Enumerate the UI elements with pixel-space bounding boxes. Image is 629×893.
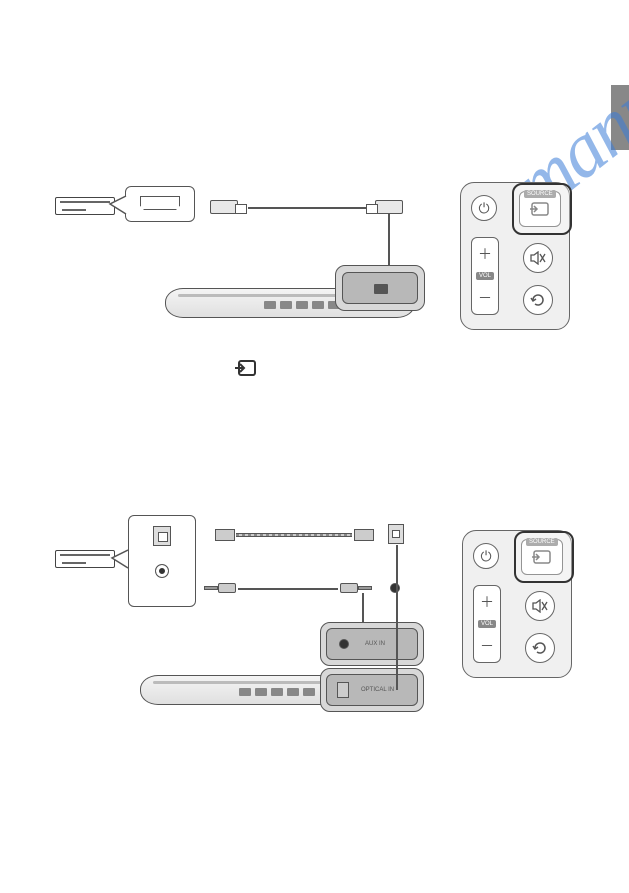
aux-out-jack-icon — [155, 564, 169, 578]
aux-in-label: AUX IN — [365, 641, 385, 647]
optical-cable — [236, 533, 352, 537]
hdmi-port-callout — [125, 186, 195, 222]
aux-cable-line — [238, 588, 338, 590]
hdmi-in-port-icon — [374, 284, 388, 294]
return-button[interactable] — [523, 285, 553, 315]
power-button-2[interactable]: ⏻ — [473, 543, 499, 569]
return-icon-2 — [531, 640, 549, 656]
aux-highlight-inner: AUX IN — [326, 628, 418, 660]
source-button-highlight-2 — [514, 531, 574, 583]
optical-plug-right-icon — [354, 529, 374, 541]
optical-highlight-box: OPTICAL IN — [320, 668, 424, 712]
hdmi-plug-right-icon — [375, 200, 403, 214]
hdmi-leader-line — [388, 214, 390, 266]
optical-highlight-inner: OPTICAL IN — [326, 674, 418, 706]
aux-tip-left — [204, 586, 218, 590]
source-glyph-icon — [235, 358, 257, 380]
aux-tip-right — [358, 586, 372, 590]
vol-down-icon: － — [478, 288, 492, 308]
volume-rocker[interactable]: ＋ VOL － — [471, 237, 499, 315]
mute-icon — [529, 251, 547, 265]
external-device-icon-2 — [55, 550, 115, 568]
vol-down-icon-2: － — [480, 636, 494, 656]
power-button[interactable]: ⏻ — [471, 195, 497, 221]
optical-in-port-icon — [388, 524, 404, 544]
aux-leader-line — [362, 593, 364, 623]
callout-tail — [108, 194, 130, 218]
vol-up-icon: ＋ — [478, 244, 492, 264]
external-device-icon — [55, 197, 115, 215]
optical-aux-callout — [128, 515, 196, 607]
return-icon — [529, 292, 547, 308]
soundbar-hdmi-highlight — [335, 265, 425, 311]
page-edge-tab — [611, 85, 629, 150]
optical-plug-left-icon — [215, 529, 235, 541]
volume-rocker-2[interactable]: ＋ VOL － — [473, 585, 501, 663]
optical-out-port-icon — [153, 526, 171, 546]
aux-plug-right-icon — [340, 583, 358, 593]
optical-leader-line — [396, 545, 398, 690]
mute-button-2[interactable] — [525, 591, 555, 621]
mute-icon-2 — [531, 599, 549, 613]
aux-plug-left-icon — [218, 583, 236, 593]
source-button-highlight — [512, 183, 572, 235]
callout-tail-2 — [110, 548, 132, 572]
hdmi-port-icon — [140, 196, 180, 210]
mute-button[interactable] — [523, 243, 553, 273]
aux-in-jack-icon — [390, 583, 400, 593]
hdmi-plug-left-icon — [210, 200, 238, 214]
aux-port-dot — [339, 639, 349, 649]
aux-highlight-box: AUX IN — [320, 622, 424, 666]
vol-up-icon-2: ＋ — [480, 592, 494, 612]
optical-port-shape — [337, 682, 349, 698]
return-button-2[interactable] — [525, 633, 555, 663]
vol-label: VOL — [476, 272, 494, 280]
hdmi-cable-line — [248, 207, 373, 209]
optical-in-label: OPTICAL IN — [361, 687, 394, 693]
vol-label-2: VOL — [478, 620, 496, 628]
